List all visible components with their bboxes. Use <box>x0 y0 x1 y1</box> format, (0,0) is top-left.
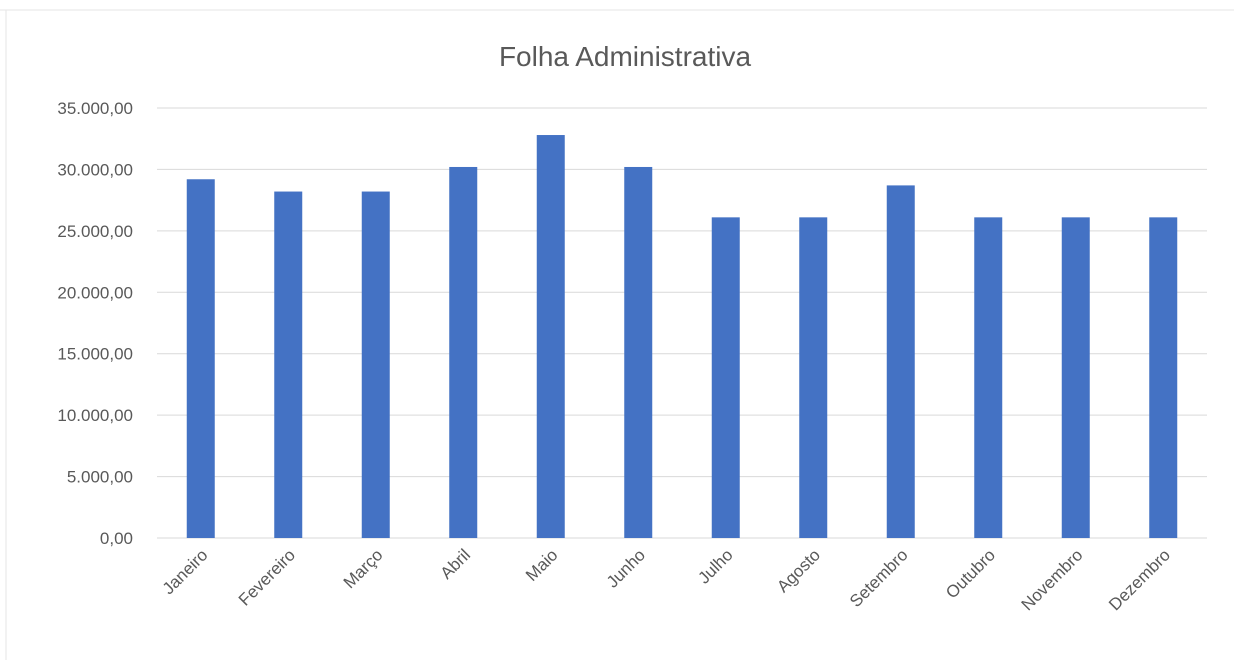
bar-fevereiro <box>274 191 303 539</box>
y-tick-label: 35.000,00 <box>57 99 133 118</box>
y-tick-label: 25.000,00 <box>57 222 133 241</box>
bar-julho <box>711 217 740 539</box>
y-tick-label: 15.000,00 <box>57 345 133 364</box>
x-tick-label: Fevereiro <box>235 545 299 609</box>
y-axis-tick-labels: 0,00 5.000,00 10.000,00 15.000,00 20.000,00 2… <box>57 99 133 548</box>
bar-dezembro <box>1149 217 1178 539</box>
x-tick-label: Março <box>340 545 387 592</box>
x-tick-label: Julho <box>694 545 736 587</box>
y-tick-label: 0,00 <box>100 529 133 548</box>
x-tick-label: Outubro <box>942 545 999 602</box>
x-tick-label: Abril <box>437 545 474 582</box>
y-tick-label: 20.000,00 <box>57 283 133 302</box>
x-axis-tick-labels: Janeiro Fevereiro Março Abril Maio Junho Julho… <box>159 545 1174 614</box>
x-tick-label: Setembro <box>846 545 912 611</box>
x-tick-label: Dezembro <box>1105 545 1174 614</box>
x-tick-label: Novembro <box>1018 545 1087 614</box>
x-tick-label: Janeiro <box>159 545 212 598</box>
x-tick-label: Maio <box>522 545 561 584</box>
x-tick-label: Junho <box>603 545 649 591</box>
x-tick-label: Agosto <box>773 545 824 596</box>
bar-janeiro <box>186 179 215 538</box>
bar-março <box>361 191 390 539</box>
y-tick-label: 10.000,00 <box>57 406 133 425</box>
chart-title: Folha Administrativa <box>499 41 752 72</box>
gridlines <box>157 107 1207 539</box>
y-tick-label: 30.000,00 <box>57 160 133 179</box>
bar-junho <box>624 166 653 538</box>
y-tick-label: 5.000,00 <box>67 468 133 487</box>
bar-maio <box>536 135 565 538</box>
bar-setembro <box>886 185 915 538</box>
bar-novembro <box>1061 217 1090 539</box>
bars <box>186 135 1178 539</box>
bar-outubro <box>974 217 1003 539</box>
bar-abril <box>449 166 478 538</box>
bar-agosto <box>799 217 828 539</box>
